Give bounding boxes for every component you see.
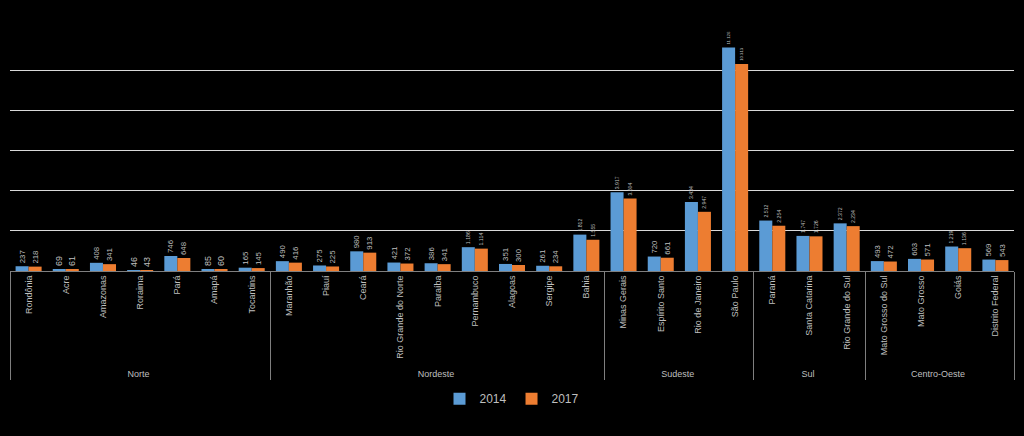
svg-text:Mato Grosso: Mato Grosso [916,276,926,328]
svg-text:2.512: 2.512 [763,204,769,217]
svg-text:386: 386 [427,247,436,260]
svg-text:Centro-Oeste: Centro-Oeste [911,369,965,379]
svg-text:Amazonas: Amazonas [98,275,108,318]
svg-text:Nordeste: Nordeste [418,369,455,379]
svg-text:Piauí: Piauí [321,275,331,296]
svg-text:60: 60 [216,256,226,266]
svg-text:1.726: 1.726 [813,220,819,233]
svg-text:145: 145 [254,252,263,265]
svg-text:543: 543 [998,244,1007,257]
svg-text:571: 571 [923,244,932,257]
svg-text:Paraná: Paraná [767,276,777,305]
svg-text:493: 493 [873,245,882,258]
svg-text:300: 300 [514,248,523,262]
svg-text:1.114: 1.114 [478,233,484,246]
svg-text:Rio de Janeiro: Rio de Janeiro [693,276,703,334]
svg-text:Pará: Pará [172,276,182,295]
svg-text:Tocantins: Tocantins [247,275,257,314]
svg-text:2014: 2014 [480,392,507,406]
svg-text:Roraima: Roraima [135,276,145,310]
svg-text:São Paulo: São Paulo [730,276,740,318]
svg-text:2.234: 2.234 [850,210,856,223]
svg-text:Sudeste: Sudeste [661,369,694,379]
svg-text:234: 234 [551,250,560,264]
svg-text:1.136: 1.136 [961,232,967,245]
svg-text:Rio Grande do Sul: Rio Grande do Sul [842,276,852,350]
svg-text:416: 416 [291,247,300,260]
svg-text:Minas Gerais: Minas Gerais [618,275,628,329]
svg-text:Rio Grande do Norte: Rio Grande do Norte [395,276,405,359]
svg-text:421: 421 [390,247,399,260]
svg-text:341: 341 [105,248,114,261]
svg-text:85: 85 [203,256,213,266]
svg-text:Espírito Santo: Espírito Santo [656,276,666,333]
svg-text:Amapá: Amapá [209,276,219,305]
svg-text:1.812: 1.812 [577,219,583,232]
svg-text:408: 408 [92,247,101,260]
svg-text:Santa Catarina: Santa Catarina [804,276,814,336]
svg-text:648: 648 [179,242,188,255]
svg-text:913: 913 [365,237,374,250]
svg-text:1.186: 1.186 [465,231,471,244]
svg-text:2017: 2017 [552,392,579,406]
svg-text:603: 603 [910,243,919,256]
svg-text:980: 980 [352,235,361,249]
svg-text:Distrito Federal: Distrito Federal [990,276,1000,337]
svg-text:Acre: Acre [61,276,71,295]
svg-text:720: 720 [650,240,659,254]
svg-text:61: 61 [67,256,77,266]
svg-text:218: 218 [31,251,40,264]
svg-text:275: 275 [315,249,324,262]
svg-text:Mato Grosso do Sul: Mato Grosso do Sul [879,276,889,356]
svg-text:Goiás: Goiás [953,275,963,299]
svg-text:351: 351 [501,248,510,261]
svg-text:3.917: 3.917 [614,176,620,189]
svg-text:746: 746 [166,240,175,253]
svg-text:Bahia: Bahia [581,276,591,299]
svg-text:Ceará: Ceará [358,276,368,301]
svg-text:1.747: 1.747 [800,220,806,233]
svg-text:Paraíba: Paraíba [433,276,443,308]
svg-text:1.219: 1.219 [948,230,954,243]
svg-text:569: 569 [984,244,993,257]
svg-text:Sergipe: Sergipe [544,276,554,307]
svg-text:237: 237 [18,250,27,263]
svg-text:10.313: 10.313 [739,47,744,61]
svg-text:46: 46 [129,257,139,267]
svg-text:3.434: 3.434 [688,186,694,199]
svg-text:11.126: 11.126 [726,31,731,45]
svg-text:341: 341 [440,248,449,261]
svg-text:1.555: 1.555 [590,224,596,237]
svg-text:372: 372 [403,248,412,261]
svg-text:Sul: Sul [801,369,814,379]
svg-text:490: 490 [278,244,287,258]
svg-text:Alagoas: Alagoas [507,275,517,308]
svg-text:Norte: Norte [128,369,150,379]
svg-text:225: 225 [328,250,337,263]
svg-text:261: 261 [538,250,547,263]
svg-text:165: 165 [241,252,250,265]
svg-text:661: 661 [663,242,672,255]
svg-text:3.604: 3.604 [627,183,633,196]
svg-text:2.947: 2.947 [701,196,707,209]
svg-text:2.254: 2.254 [776,210,782,223]
svg-text:2.372: 2.372 [837,207,843,220]
svg-text:Maranhão: Maranhão [284,276,294,317]
svg-text:Rondônia: Rondônia [24,276,34,315]
svg-text:69: 69 [54,256,64,266]
svg-text:Pernambuco: Pernambuco [470,276,480,327]
svg-text:472: 472 [886,246,895,259]
svg-text:43: 43 [142,257,152,267]
